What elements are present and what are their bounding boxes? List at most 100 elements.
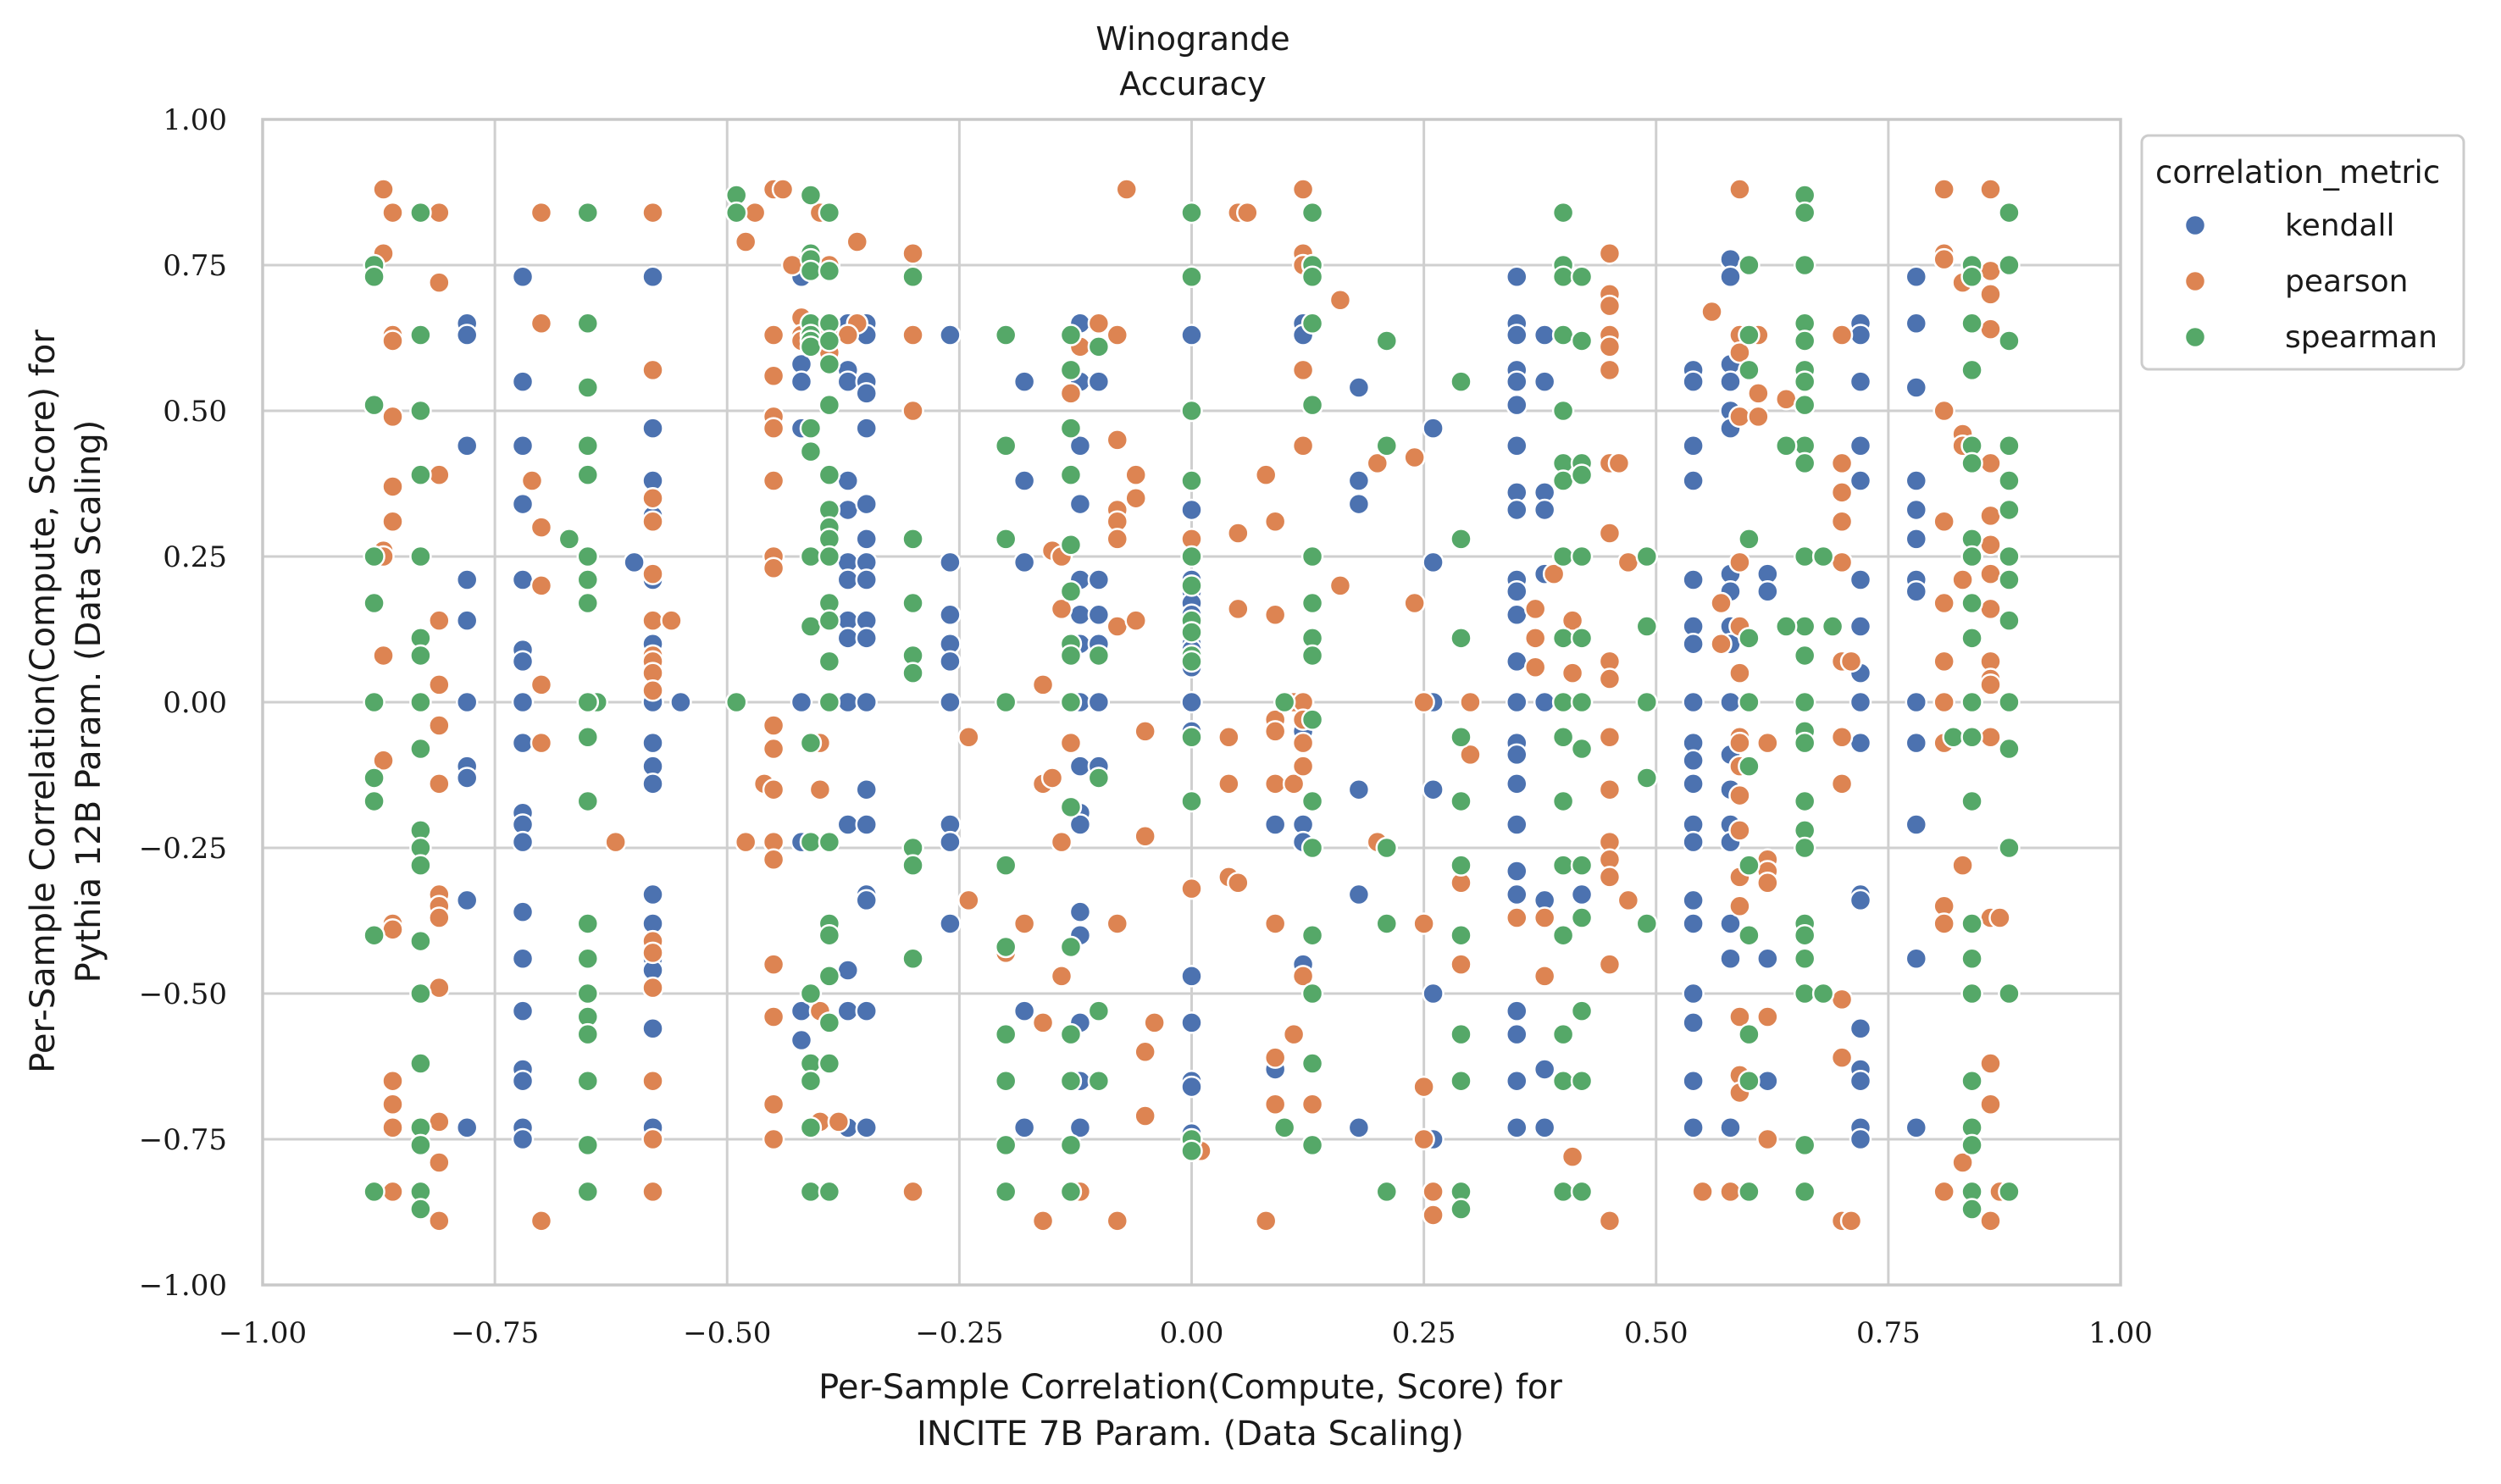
point-kendall — [1570, 883, 1594, 906]
point-pearson — [1134, 720, 1156, 743]
point-spearman — [1450, 726, 1472, 749]
point-spearman — [799, 184, 823, 207]
legend-label-kendall: kendall — [2285, 208, 2394, 243]
point-pearson — [1254, 463, 1278, 486]
point-kendall — [1347, 376, 1371, 399]
point-spearman — [1450, 370, 1472, 393]
point-kendall — [1422, 982, 1445, 1005]
point-spearman — [1551, 399, 1575, 423]
point-kendall — [1068, 900, 1092, 923]
point-spearman — [901, 265, 924, 289]
y-tick-label: 0.25 — [163, 540, 227, 574]
point-pearson — [1951, 568, 1974, 591]
x-tick-label: 0.00 — [1160, 1316, 1224, 1350]
point-pearson — [1979, 597, 2002, 621]
point-pearson — [1951, 1151, 1974, 1174]
point-spearman — [1551, 545, 1575, 568]
point-pearson — [1728, 894, 1751, 918]
point-pearson — [1106, 528, 1129, 551]
point-pearson — [1728, 784, 1751, 807]
point-pearson — [1291, 435, 1315, 457]
point-kendall — [1506, 1022, 1528, 1046]
point-kendall — [1905, 690, 1928, 714]
point-kendall — [1347, 778, 1371, 801]
point-spearman — [1551, 469, 1575, 492]
point-kendall — [511, 492, 535, 516]
point-pearson — [1933, 690, 1955, 714]
point-spearman — [1998, 545, 2021, 568]
point-kendall — [939, 912, 962, 935]
x-axis-ticks: −1.00 −0.75 −0.50 −0.25 0.00 0.25 0.50 0.75 1.00 — [219, 1316, 2153, 1350]
point-spearman — [1998, 201, 2021, 224]
point-spearman — [576, 1022, 600, 1046]
point-spearman — [994, 854, 1018, 877]
point-spearman — [1793, 329, 1816, 352]
point-kendall — [1682, 1069, 1705, 1093]
point-kendall — [1068, 435, 1092, 457]
point-kendall — [455, 568, 479, 591]
point-pearson — [762, 556, 785, 580]
point-kendall — [1180, 498, 1203, 522]
point-spearman — [799, 1069, 823, 1093]
point-spearman — [1998, 469, 2021, 492]
point-pearson — [1756, 872, 1779, 894]
point-spearman — [818, 1180, 841, 1204]
point-spearman — [363, 789, 385, 813]
point-spearman — [1998, 836, 2021, 860]
point-pearson — [1561, 662, 1584, 684]
point-spearman — [1998, 435, 2021, 457]
point-spearman — [1793, 947, 1816, 970]
point-spearman — [901, 662, 924, 684]
point-kendall — [1849, 469, 1872, 492]
point-spearman — [1570, 545, 1594, 568]
point-pearson — [381, 1093, 404, 1116]
point-spearman — [1960, 265, 1983, 289]
point-pearson — [1031, 673, 1055, 696]
point-pearson — [762, 364, 785, 387]
point-spearman — [1300, 1133, 1324, 1157]
point-pearson — [780, 253, 804, 277]
point-pearson — [1728, 405, 1751, 429]
point-kendall — [1068, 603, 1092, 627]
point-pearson — [734, 830, 757, 854]
point-pearson — [1227, 872, 1250, 894]
point-pearson — [641, 609, 664, 632]
point-spearman — [1087, 335, 1111, 358]
point-kendall — [1682, 568, 1705, 591]
point-pearson — [381, 475, 404, 498]
point-spearman — [1635, 690, 1659, 714]
point-kendall — [1087, 568, 1111, 591]
point-spearman — [1775, 435, 1798, 457]
point-spearman — [1059, 463, 1083, 486]
y-tick-label: 0.50 — [163, 395, 227, 429]
point-pearson — [1598, 241, 1622, 265]
point-pearson — [530, 1210, 553, 1232]
point-pearson — [1979, 533, 2002, 556]
point-kendall — [855, 889, 878, 912]
point-kendall — [511, 370, 535, 393]
point-pearson — [372, 178, 395, 201]
point-kendall — [939, 650, 962, 673]
point-pearson — [1775, 387, 1798, 411]
point-spearman — [576, 947, 600, 970]
point-spearman — [576, 545, 600, 568]
point-kendall — [1533, 1058, 1556, 1081]
point-spearman — [1998, 737, 2021, 761]
point-pearson — [1616, 889, 1640, 912]
point-kendall — [1719, 947, 1742, 970]
point-spearman — [1551, 854, 1575, 877]
point-spearman — [1450, 627, 1472, 650]
point-pearson — [1328, 574, 1352, 597]
point-pearson — [846, 230, 869, 253]
point-spearman — [1998, 498, 2021, 522]
point-pearson — [1263, 772, 1287, 795]
point-pearson — [641, 678, 664, 702]
point-spearman — [994, 1180, 1018, 1204]
point-kendall — [511, 1069, 535, 1093]
point-pearson — [1180, 877, 1203, 900]
point-pearson — [1979, 451, 2002, 475]
point-pearson — [1263, 603, 1287, 627]
point-pearson — [1830, 481, 1854, 504]
point-spearman — [557, 528, 581, 551]
point-pearson — [1933, 1180, 1955, 1204]
